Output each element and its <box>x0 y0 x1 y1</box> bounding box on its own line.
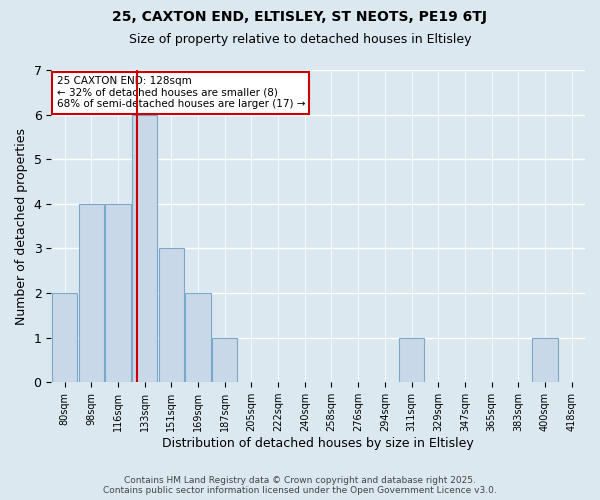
Bar <box>106 204 131 382</box>
Text: 25, CAXTON END, ELTISLEY, ST NEOTS, PE19 6TJ: 25, CAXTON END, ELTISLEY, ST NEOTS, PE19… <box>113 10 487 24</box>
Y-axis label: Number of detached properties: Number of detached properties <box>15 128 28 324</box>
Bar <box>132 114 157 382</box>
Text: Contains HM Land Registry data © Crown copyright and database right 2025.
Contai: Contains HM Land Registry data © Crown c… <box>103 476 497 495</box>
Text: 25 CAXTON END: 128sqm
← 32% of detached houses are smaller (8)
68% of semi-detac: 25 CAXTON END: 128sqm ← 32% of detached … <box>56 76 305 110</box>
Bar <box>158 248 184 382</box>
Bar <box>212 338 238 382</box>
Text: Size of property relative to detached houses in Eltisley: Size of property relative to detached ho… <box>129 32 471 46</box>
Bar <box>52 293 77 382</box>
Bar <box>185 293 211 382</box>
X-axis label: Distribution of detached houses by size in Eltisley: Distribution of detached houses by size … <box>162 437 474 450</box>
Bar <box>532 338 557 382</box>
Bar <box>79 204 104 382</box>
Bar <box>399 338 424 382</box>
